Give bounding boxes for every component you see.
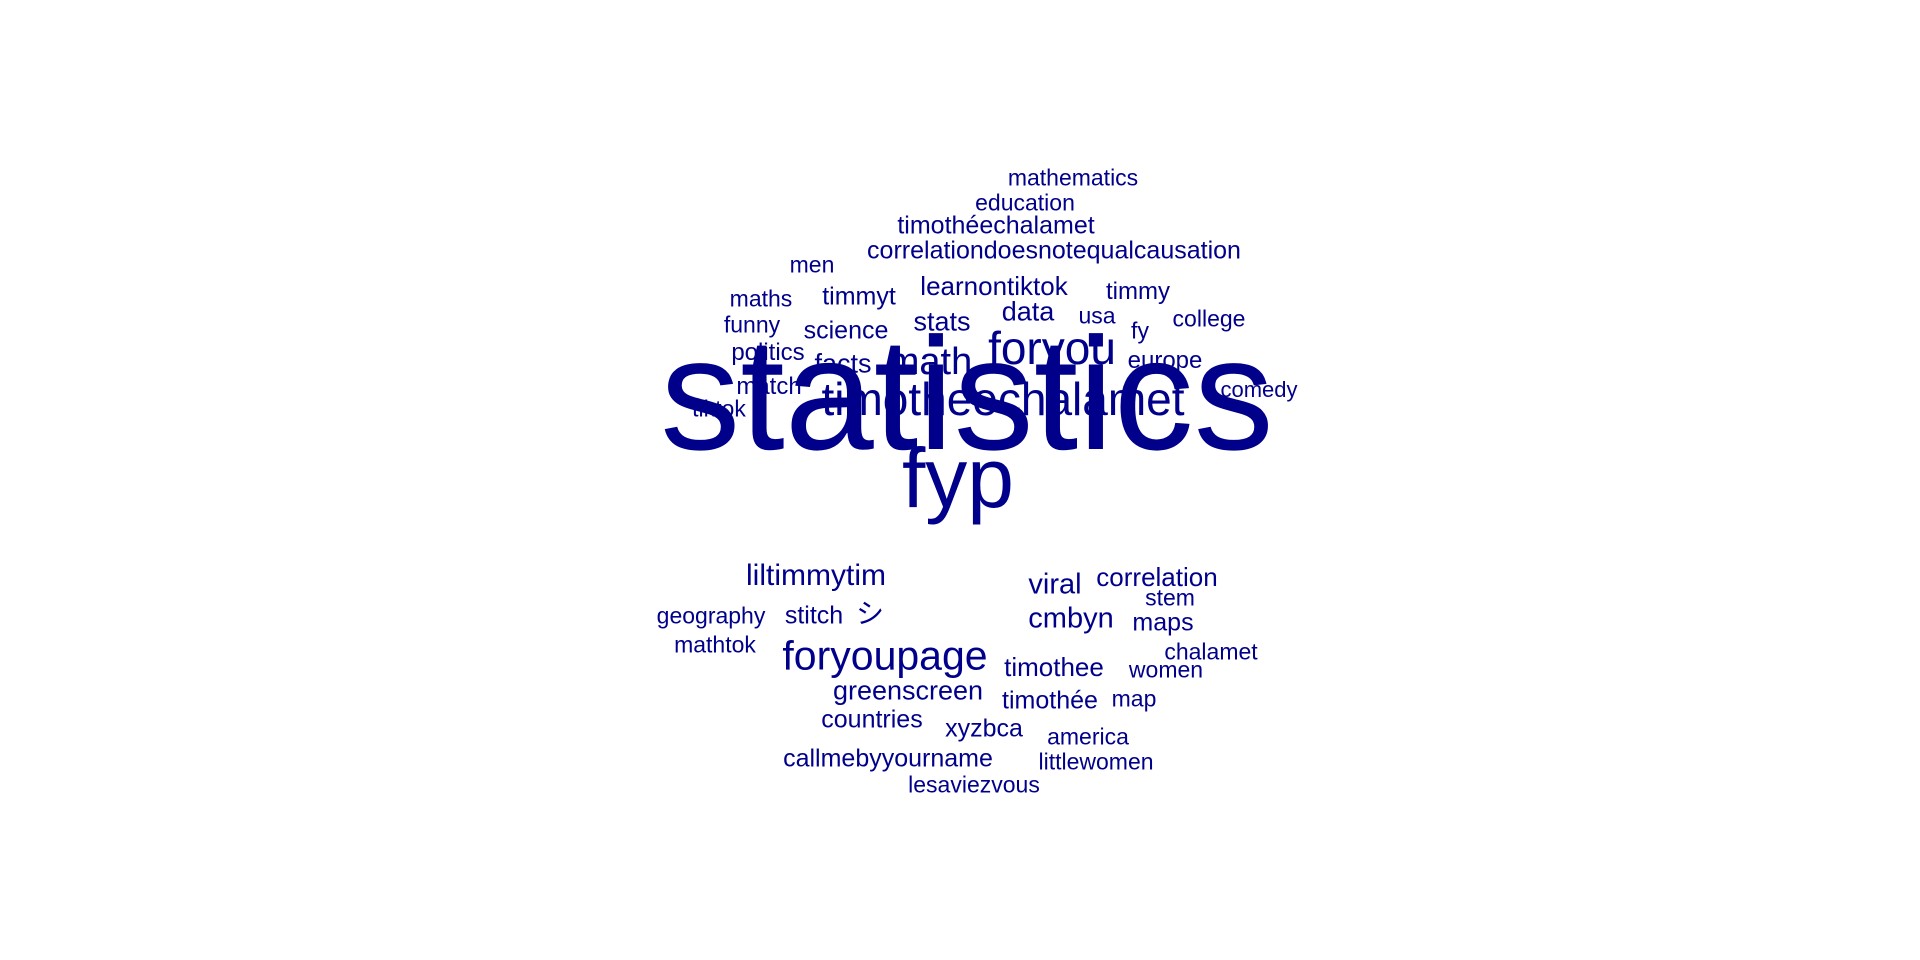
word-europe: europe [1127,347,1203,374]
word-foryou: foryou [988,322,1116,374]
word-callmebyyourname: callmebyyourname [783,744,993,773]
word-timotheechalamet-accent: timothéechalamet [897,211,1095,240]
word-fy: fy [1131,317,1149,344]
word-greenscreen: greenscreen [832,675,984,706]
word-littlewomen: littlewomen [1038,748,1154,775]
word-countries: countries [821,705,923,734]
word-politics: politics [731,339,805,366]
word-statistics: statistics [660,304,1274,483]
word-timothee: timothee [1004,652,1104,682]
word-usa: usa [1078,302,1116,329]
word-education: education [975,189,1075,216]
word-comedy: comedy [1220,377,1298,402]
word-xyzbca: xyzbca [945,714,1023,743]
word-stem: stem [1145,584,1195,611]
word-facts: facts [814,348,872,379]
word-mathtok: mathtok [674,631,756,658]
word-correlation: correlation [1096,562,1218,592]
word-match: match [736,373,802,400]
word-funny: funny [723,311,781,338]
word-timmyt: timmyt [822,282,896,311]
word-correlationdoesnotequalcausation: correlationdoesnotequalcausation [867,236,1241,265]
word-maps: maps [1132,608,1194,637]
word-america: america [1047,723,1129,750]
word-viral: viral [1028,568,1082,601]
word-map: map [1111,685,1157,712]
word-cmbyn: cmbyn [1028,602,1114,635]
word-men: men [789,251,835,278]
word-science: science [803,316,889,345]
word-stats: stats [913,306,971,337]
word-timotheechalamet: timotheechalamet [821,373,1185,425]
word-college: college [1172,305,1246,332]
word-tiktok: tiktok [692,395,746,422]
word-timothee-accent: timothée [1002,686,1098,715]
word-data: data [1001,296,1055,327]
word-liltimmytim: liltimmytim [746,559,886,592]
word-maths: maths [729,285,793,312]
word-women: women [1128,656,1204,683]
word-foryoupage: foryoupage [782,632,988,679]
word-shi: シ [855,598,885,629]
word-timmy: timmy [1106,278,1170,305]
word-fyp: fyp [901,431,1015,525]
word-stitch: stitch [784,601,844,630]
word-lesaviezvous: lesaviezvous [908,771,1040,798]
word-geography: geography [656,602,766,629]
word-mathematics: mathematics [1007,164,1139,191]
word-chalamet: chalamet [1164,638,1258,665]
word-learnontiktok: learnontiktok [920,271,1068,301]
word-math: math [887,341,973,383]
